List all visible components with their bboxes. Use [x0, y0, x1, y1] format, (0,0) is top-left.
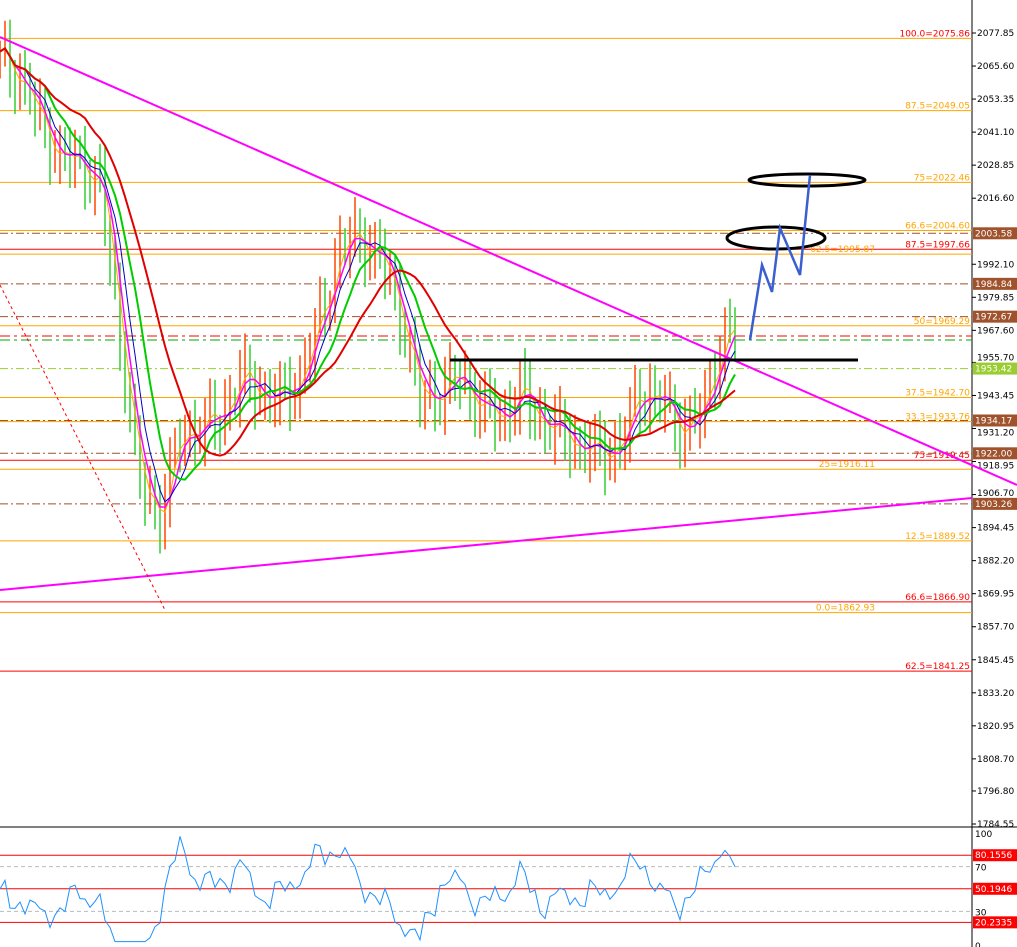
fib-level-label: 66.6=2004.60 [905, 222, 970, 232]
projection-arrow [748, 174, 812, 341]
axis-tick-label: 2028.85 [977, 161, 1014, 171]
rsi-tag [973, 882, 1017, 895]
rsi-tag [973, 916, 1017, 929]
target-ellipse [747, 172, 867, 188]
axis-tick-label: 1845.45 [977, 656, 1014, 666]
axis-tick-label: 2065.60 [977, 62, 1014, 72]
fib-level-label: 62.5=1995.87 [810, 245, 875, 255]
axis-tick-label: 1967.60 [977, 326, 1014, 336]
axis-tick-label: 2053.35 [977, 95, 1014, 105]
price-tag [973, 497, 1017, 510]
fib-level-label: 75=2022.46 [914, 173, 970, 183]
price-tag [973, 362, 1017, 375]
price-tag-label: 1984.84 [975, 280, 1012, 290]
axis-tick-label: 1979.85 [977, 293, 1014, 303]
rsi-tick-label: 70 [975, 864, 987, 874]
price-tag [973, 310, 1017, 323]
price-tag-label: 1922.00 [975, 449, 1012, 459]
rsi-tick-label: 0 [975, 942, 981, 947]
ma-orange [0, 47, 736, 513]
price-tag-label: 1934.17 [975, 416, 1012, 426]
price-tag [973, 277, 1017, 290]
fib-level-label: 100.0=2075.86 [899, 29, 970, 39]
axis-tick-label: 1857.70 [977, 623, 1014, 633]
axis-tick-label: 1992.10 [977, 260, 1014, 270]
fib-level-label: 66.6=1866.90 [905, 593, 970, 603]
rsi-tag-label: 20.2335 [975, 918, 1012, 928]
fib-level-label: 33.3=1933.76 [905, 413, 970, 423]
price-tag [973, 227, 1017, 240]
price-tag-label: 2003.58 [975, 229, 1012, 239]
axis-tick-label: 1796.80 [977, 787, 1014, 797]
fib-level-label: 25=1916.11 [819, 460, 875, 470]
fib-level-label: 62.5=1841.25 [905, 662, 970, 672]
dotted-trendline [0, 284, 166, 611]
rsi-line [0, 836, 736, 943]
price-tag [973, 447, 1017, 460]
axis-tick-label: 1808.70 [977, 755, 1014, 765]
axis-tick-label: 1918.95 [977, 461, 1014, 471]
fib-level-label: 12.5=1889.52 [905, 532, 970, 542]
ma-magenta [0, 47, 736, 509]
price-tag-label: 1903.26 [975, 500, 1012, 510]
axis-tick-label: 1820.95 [977, 722, 1014, 732]
ma-blue [0, 47, 736, 503]
axis-tick-label: 1869.95 [977, 590, 1014, 600]
rsi-tick-label: 100 [975, 830, 992, 840]
fib-level-label: 75=1919.45 [914, 451, 970, 461]
axis-tick-label: 1943.45 [977, 391, 1014, 401]
fib-level-label: 0.0=1862.93 [816, 604, 875, 614]
rsi-tag-label: 50.1946 [975, 885, 1012, 895]
price-tag-label: 1972.67 [975, 313, 1012, 323]
ma-red [0, 46, 736, 457]
axis-tick-label: 1784.55 [977, 820, 1014, 830]
axis-tick-label: 2077.85 [977, 29, 1014, 39]
trendline-up [0, 497, 973, 591]
axis-tick-label: 2016.60 [977, 194, 1014, 204]
rsi-tag-label: 80.1556 [975, 851, 1012, 861]
rsi-tag [973, 849, 1017, 862]
trendline-down [0, 36, 1017, 486]
axis-tick-label: 1833.20 [977, 689, 1014, 699]
axis-tick-label: 1931.20 [977, 428, 1014, 438]
ma-green [0, 46, 736, 481]
fib-level-label: 50=1969.29 [914, 317, 970, 327]
rsi-tick-label: 30 [975, 908, 987, 918]
target-ellipse [725, 225, 827, 251]
axis-tick-label: 1894.45 [977, 524, 1014, 534]
axis-tick-label: 1882.20 [977, 557, 1014, 567]
axis-tick-label: 2041.10 [977, 128, 1014, 138]
fib-level-label: 87.5=2049.05 [905, 102, 970, 112]
axis-tick-label: 1906.70 [977, 489, 1014, 499]
axis-tick-label: 1955.70 [977, 354, 1014, 364]
price-tag [973, 414, 1017, 427]
fib-level-label: 37.5=1942.70 [905, 388, 970, 398]
fib-level-label: 87.5=1997.66 [905, 240, 970, 250]
price-tag-label: 1953.42 [975, 365, 1012, 375]
